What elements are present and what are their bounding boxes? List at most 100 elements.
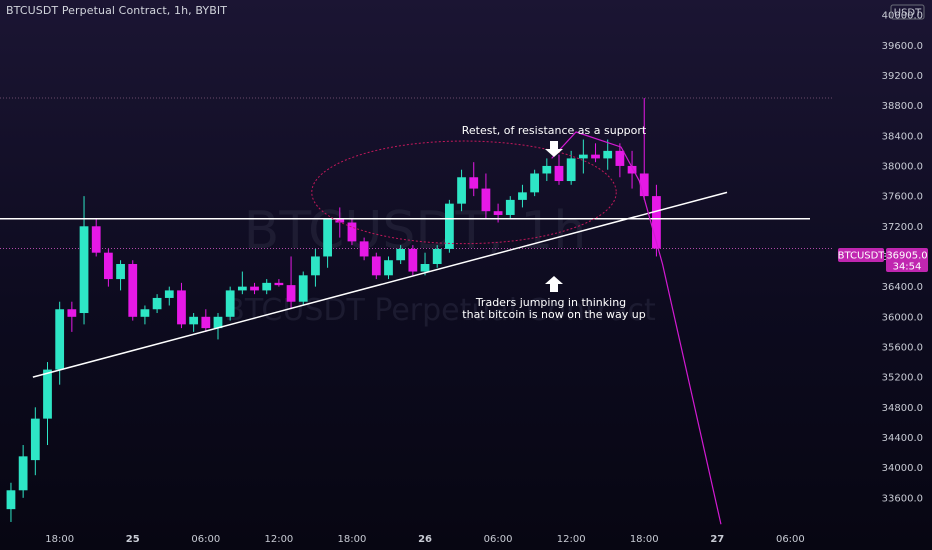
- time-tick-label: 06:00: [776, 534, 805, 545]
- candle-body: [311, 256, 320, 276]
- time-tick-label: 18:00: [630, 534, 659, 545]
- annotation-bottom-line2: that bitcoin is now on the way up: [462, 308, 645, 321]
- price-tick-label: 34000.0: [882, 463, 923, 474]
- candle-body: [67, 309, 77, 317]
- annotation-top-label: Retest, of resistance as a support: [462, 124, 647, 137]
- candle-body: [237, 286, 247, 291]
- candle-body: [6, 490, 16, 510]
- price-tick-label: 38000.0: [882, 161, 923, 172]
- annotation-bottom[interactable]: Traders jumping in thinking that bitcoin…: [462, 276, 646, 321]
- candle-body: [128, 264, 138, 317]
- time-tick-label: 12:00: [557, 534, 586, 545]
- last-price-badge[interactable]: BTCUSDT 36905.0 34:54: [838, 248, 928, 273]
- candle-body: [615, 150, 625, 166]
- time-tick-label: 18:00: [338, 534, 367, 545]
- symbol-badge-text: BTCUSDT: [838, 251, 886, 262]
- price-tick-label: 35600.0: [882, 342, 923, 353]
- price-tick-label: 40000.0: [882, 11, 923, 22]
- forecast-path[interactable]: [551, 131, 722, 525]
- candle-body: [104, 252, 113, 280]
- time-tick-label: 12:00: [264, 534, 293, 545]
- candle-body: [347, 222, 357, 242]
- candle-body: [274, 282, 284, 286]
- candle-body: [578, 154, 588, 159]
- candle-body: [189, 316, 199, 325]
- price-tick-label: 39200.0: [882, 71, 923, 82]
- retest-ellipse[interactable]: [311, 140, 617, 245]
- candle-body: [518, 192, 527, 200]
- candle-body: [420, 264, 430, 272]
- candle-body: [116, 264, 125, 280]
- candle-body: [225, 290, 235, 317]
- candle-body: [444, 203, 454, 249]
- candle-body: [469, 177, 479, 189]
- candle-body: [554, 165, 564, 182]
- candle-body: [603, 150, 613, 159]
- candle-body: [566, 158, 576, 182]
- candle-body: [505, 199, 515, 215]
- candle-body: [79, 226, 89, 314]
- candle-body: [18, 456, 28, 491]
- candle-body: [201, 316, 211, 329]
- candle-body: [55, 309, 65, 370]
- candle-body: [371, 256, 381, 276]
- candle-body: [481, 188, 491, 212]
- down-arrow-icon: [545, 141, 563, 157]
- candle-body: [30, 418, 40, 461]
- up-arrow-icon: [545, 276, 563, 292]
- dotted-lines: [0, 97, 833, 250]
- candle-body: [493, 211, 503, 215]
- drawings[interactable]: [0, 131, 810, 525]
- candle-body: [530, 173, 540, 193]
- candle-body: [250, 286, 259, 291]
- time-tick-label: 06:00: [484, 534, 513, 545]
- countdown-text: 34:54: [893, 262, 922, 273]
- candle-body: [262, 282, 272, 291]
- price-tick-label: 36000.0: [882, 312, 923, 323]
- candle-body: [408, 248, 418, 272]
- time-tick-label: 18:00: [45, 534, 74, 545]
- candle-body: [213, 316, 223, 329]
- candle-body: [323, 218, 332, 257]
- time-tick-label: 06:00: [191, 534, 220, 545]
- price-tick-label: 37200.0: [882, 222, 923, 233]
- candle-body: [432, 248, 442, 264]
- candle-body: [152, 297, 162, 310]
- candle-body: [384, 260, 393, 276]
- candle-body: [91, 226, 101, 253]
- price-tick-label: 35200.0: [882, 373, 923, 384]
- price-tick-label: 38800.0: [882, 101, 923, 112]
- price-tick-label: 38400.0: [882, 131, 923, 142]
- candle-body: [627, 165, 637, 174]
- time-tick-label: 27: [710, 534, 724, 545]
- price-tick-label: 37600.0: [882, 192, 923, 203]
- price-tick-label: 39600.0: [882, 41, 923, 52]
- candle-body: [396, 248, 406, 261]
- candle-body: [542, 165, 552, 174]
- candle-body: [43, 369, 52, 419]
- time-tick-label: 26: [418, 534, 432, 545]
- annotation-top[interactable]: Retest, of resistance as a support: [462, 124, 647, 157]
- watermark-description: BTCUSDT Perpetual Contract: [224, 293, 656, 328]
- annotation-bottom-line1: Traders jumping in thinking: [475, 296, 626, 309]
- candle-body: [335, 218, 345, 223]
- candle-body: [591, 154, 600, 159]
- candle-body: [164, 290, 174, 298]
- candle-body: [639, 173, 649, 197]
- candle-body: [457, 177, 466, 204]
- candle-body: [286, 285, 296, 302]
- support-trendline[interactable]: [32, 191, 728, 378]
- time-scale[interactable]: 18:00 25 06:00 12:00 18:00 26 06:00 12:00 18:00 2…: [45, 534, 805, 545]
- last-price-text: 36905.0: [886, 251, 927, 262]
- price-tick-label: 33600.0: [882, 493, 923, 504]
- candle-body: [298, 275, 308, 302]
- price-tick-label: 34800.0: [882, 403, 923, 414]
- candle-body: [359, 241, 369, 257]
- price-tick-label: 36400.0: [882, 282, 923, 293]
- candle-body: [140, 309, 150, 317]
- currency-label[interactable]: USDT: [890, 4, 925, 20]
- chart-title: BTCUSDT Perpetual Contract, 1h, BYBIT: [6, 4, 228, 17]
- candle-body: [177, 290, 186, 325]
